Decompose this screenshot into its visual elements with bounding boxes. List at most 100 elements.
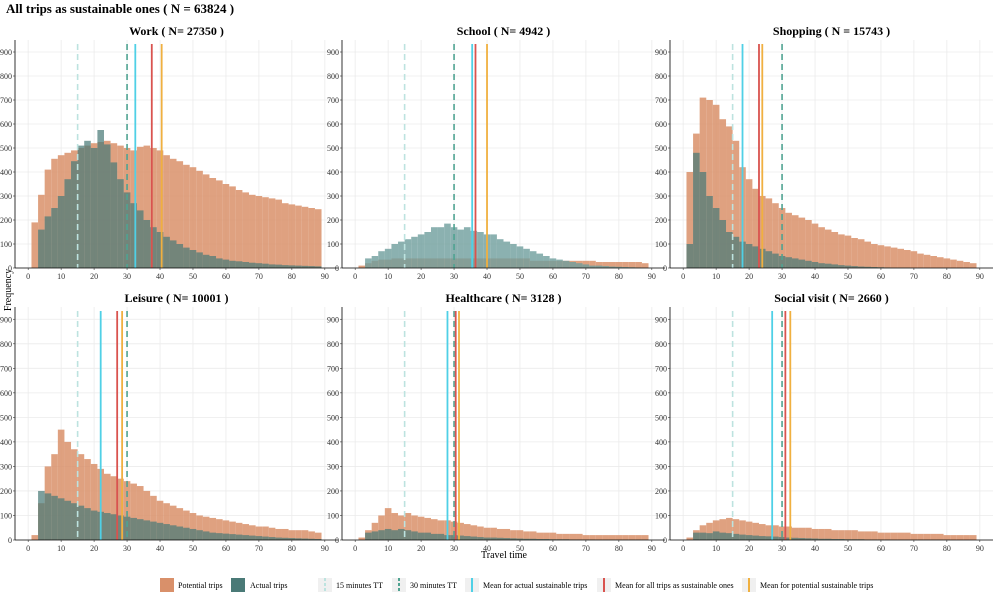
bar-potential bbox=[483, 527, 491, 540]
bar-potential bbox=[712, 104, 720, 268]
y-tick-label: 400 bbox=[0, 168, 12, 177]
bar-potential bbox=[189, 167, 197, 268]
bar-potential bbox=[943, 535, 951, 540]
bar-actual bbox=[424, 532, 431, 540]
bar-actual bbox=[150, 521, 157, 540]
bar-actual bbox=[470, 230, 478, 268]
x-tick-label: 80 bbox=[943, 272, 951, 281]
bar-actual bbox=[371, 256, 379, 268]
x-tick-label: 50 bbox=[844, 544, 852, 553]
y-tick-label: 800 bbox=[655, 72, 667, 81]
bar-actual bbox=[295, 538, 302, 540]
bar-actual bbox=[378, 530, 385, 540]
bar-potential bbox=[562, 533, 570, 540]
bar-actual bbox=[103, 144, 111, 268]
bar-actual bbox=[398, 241, 405, 268]
bar-potential bbox=[877, 245, 885, 268]
bar-actual bbox=[169, 240, 177, 268]
bar-actual bbox=[463, 227, 471, 268]
bar-actual bbox=[281, 537, 289, 540]
bar-actual bbox=[785, 537, 792, 540]
bar-actual bbox=[595, 265, 603, 268]
bar-actual bbox=[249, 262, 256, 268]
bar-potential bbox=[183, 510, 190, 540]
bar-actual bbox=[222, 533, 230, 540]
bar-potential bbox=[589, 535, 596, 540]
bar-potential bbox=[424, 517, 431, 540]
bar-potential bbox=[602, 535, 609, 540]
bar-actual bbox=[693, 152, 700, 268]
x-tick-label: 60 bbox=[877, 544, 885, 553]
y-tick-label: 700 bbox=[327, 364, 339, 373]
bar-actual bbox=[503, 538, 511, 540]
bar-potential bbox=[785, 526, 792, 540]
x-tick-label: 70 bbox=[910, 272, 918, 281]
y-tick-label: 700 bbox=[0, 364, 12, 373]
bar-potential bbox=[176, 508, 184, 540]
bar-actual bbox=[622, 267, 629, 268]
bar-actual bbox=[608, 266, 616, 268]
bar-potential bbox=[150, 148, 157, 268]
legend: Potential trips Actual trips 15 minutes TT… bbox=[160, 578, 873, 592]
bar-potential bbox=[314, 532, 322, 540]
bar-actual bbox=[871, 267, 878, 268]
bar-potential bbox=[268, 198, 276, 268]
bar-actual bbox=[123, 192, 131, 268]
bar-actual bbox=[712, 531, 720, 540]
y-tick-label: 500 bbox=[655, 413, 667, 422]
bar-actual bbox=[765, 251, 773, 268]
legend-swatch-potential bbox=[160, 578, 174, 592]
y-tick-label: 500 bbox=[0, 144, 12, 153]
bar-potential bbox=[798, 527, 806, 540]
bar-potential bbox=[510, 530, 517, 540]
bar-potential bbox=[686, 172, 694, 268]
bar-potential bbox=[595, 262, 603, 268]
bar-potential bbox=[851, 530, 858, 540]
y-tick-label: 100 bbox=[655, 511, 667, 520]
x-tick-label: 30 bbox=[123, 544, 131, 553]
bar-actual bbox=[798, 259, 806, 268]
bar-actual bbox=[490, 234, 497, 268]
x-tick-label: 20 bbox=[90, 272, 98, 281]
bar-actual bbox=[523, 538, 530, 540]
bar-actual bbox=[189, 528, 197, 540]
bar-potential bbox=[156, 500, 164, 540]
bar-potential bbox=[242, 192, 250, 268]
x-tick-label: 30 bbox=[123, 272, 131, 281]
bar-potential bbox=[818, 528, 825, 540]
y-tick-label: 600 bbox=[327, 120, 339, 129]
bar-potential bbox=[543, 532, 550, 540]
bar-potential bbox=[216, 180, 223, 268]
x-tick-label: 50 bbox=[189, 544, 197, 553]
bar-potential bbox=[864, 531, 872, 540]
y-tick-label: 600 bbox=[655, 120, 667, 129]
bar-actual bbox=[235, 534, 243, 540]
x-tick-label: 0 bbox=[26, 272, 30, 281]
bar-potential bbox=[189, 513, 197, 540]
bar-actual bbox=[732, 533, 740, 540]
bar-actual bbox=[463, 536, 471, 540]
bar-potential bbox=[824, 229, 832, 268]
bar-potential bbox=[615, 535, 623, 540]
x-tick-label: 10 bbox=[57, 272, 65, 281]
x-tick-label: 30 bbox=[450, 272, 458, 281]
bar-actual bbox=[732, 236, 740, 268]
y-tick-label: 800 bbox=[327, 72, 339, 81]
legend-label-mean-actual: Mean for actual sustainable trips bbox=[483, 581, 587, 590]
bar-potential bbox=[90, 463, 98, 540]
bar-potential bbox=[732, 140, 740, 268]
bar-actual bbox=[496, 239, 504, 268]
bar-potential bbox=[884, 532, 891, 540]
bar-potential bbox=[930, 533, 937, 540]
bar-potential bbox=[437, 520, 445, 540]
bar-potential bbox=[706, 100, 713, 268]
bar-potential bbox=[831, 530, 839, 540]
bar-potential bbox=[969, 263, 977, 268]
x-tick-label: 30 bbox=[450, 544, 458, 553]
bar-actual bbox=[818, 538, 825, 540]
bar-actual bbox=[384, 528, 392, 540]
bar-actual bbox=[57, 498, 65, 540]
x-tick-label: 60 bbox=[549, 272, 557, 281]
x-axis-label: Travel time bbox=[481, 550, 528, 561]
y-tick-label: 500 bbox=[655, 144, 667, 153]
